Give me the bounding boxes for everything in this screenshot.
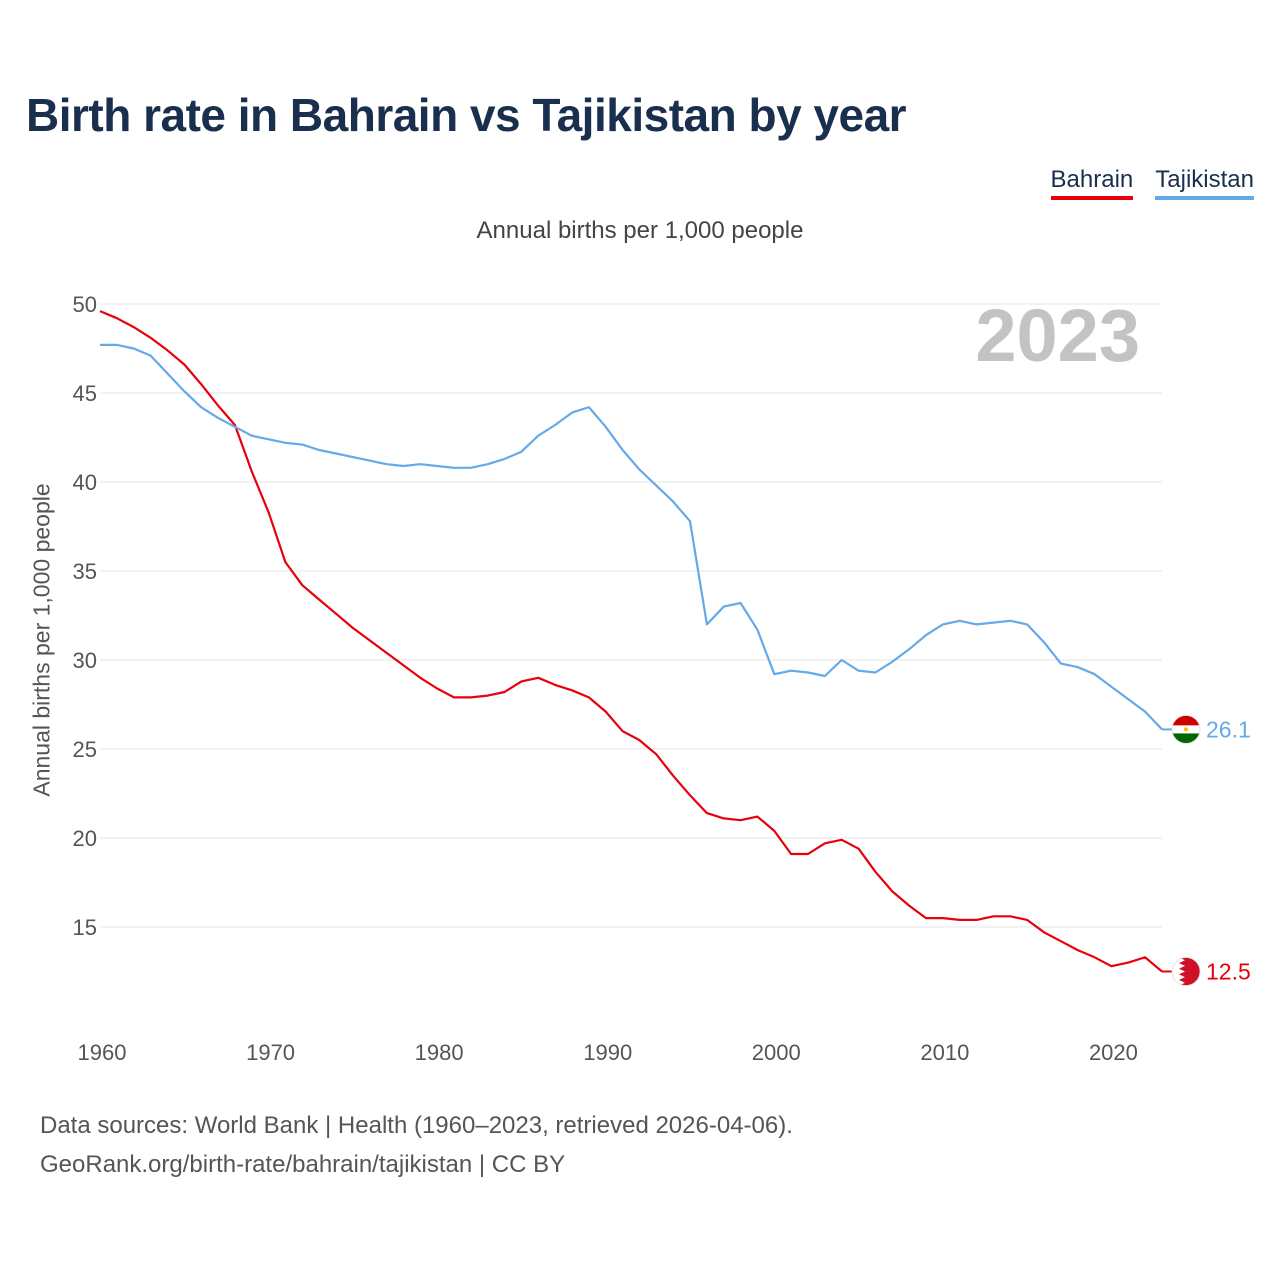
x-tick-label-2010: 2010 (920, 1040, 969, 1065)
y-tick-label-45: 45 (73, 381, 97, 406)
y-tick-label-25: 25 (73, 737, 97, 762)
footer: Data sources: World Bank | Health (1960–… (40, 1106, 793, 1184)
legend-item-tajikistan[interactable]: Tajikistan (1155, 166, 1254, 200)
x-tick-label-2020: 2020 (1089, 1040, 1138, 1065)
y-tick-label-30: 30 (73, 648, 97, 673)
y-tick-label-35: 35 (73, 559, 97, 584)
footer-source: Data sources: World Bank | Health (1960–… (40, 1112, 793, 1139)
current-year-label: 2023 (975, 294, 1140, 377)
footer-link[interactable]: GeoRank.org/birth-rate/bahrain/tajikista… (40, 1151, 566, 1178)
flag-tajikistan-icon (1171, 715, 1201, 744)
legend: Bahrain Tajikistan (1050, 166, 1254, 200)
chart-subtitle: Annual births per 1,000 people (476, 217, 804, 244)
x-tick-label-1960: 1960 (78, 1040, 127, 1065)
series-line-tajikistan (100, 343, 1163, 731)
x-tick-label-1970: 1970 (246, 1040, 295, 1065)
flag-bahrain-icon (1171, 957, 1201, 986)
chart-title: Birth rate in Bahrain vs Tajikistan by y… (26, 89, 907, 141)
x-tick-label-1990: 1990 (583, 1040, 632, 1065)
end-label-bahrain: 12.5 (1206, 959, 1251, 985)
y-tick-label-15: 15 (73, 915, 97, 940)
end-label-tajikistan: 26.1 (1206, 716, 1251, 742)
y-tick-label-40: 40 (73, 470, 97, 495)
x-tick-label-1980: 1980 (415, 1040, 464, 1065)
y-tick-label-20: 20 (73, 826, 97, 851)
x-tick-label-2000: 2000 (752, 1040, 801, 1065)
legend-item-bahrain[interactable]: Bahrain (1050, 166, 1134, 200)
y-tick-label-50: 50 (73, 292, 97, 317)
series-line-bahrain (99, 310, 1163, 973)
